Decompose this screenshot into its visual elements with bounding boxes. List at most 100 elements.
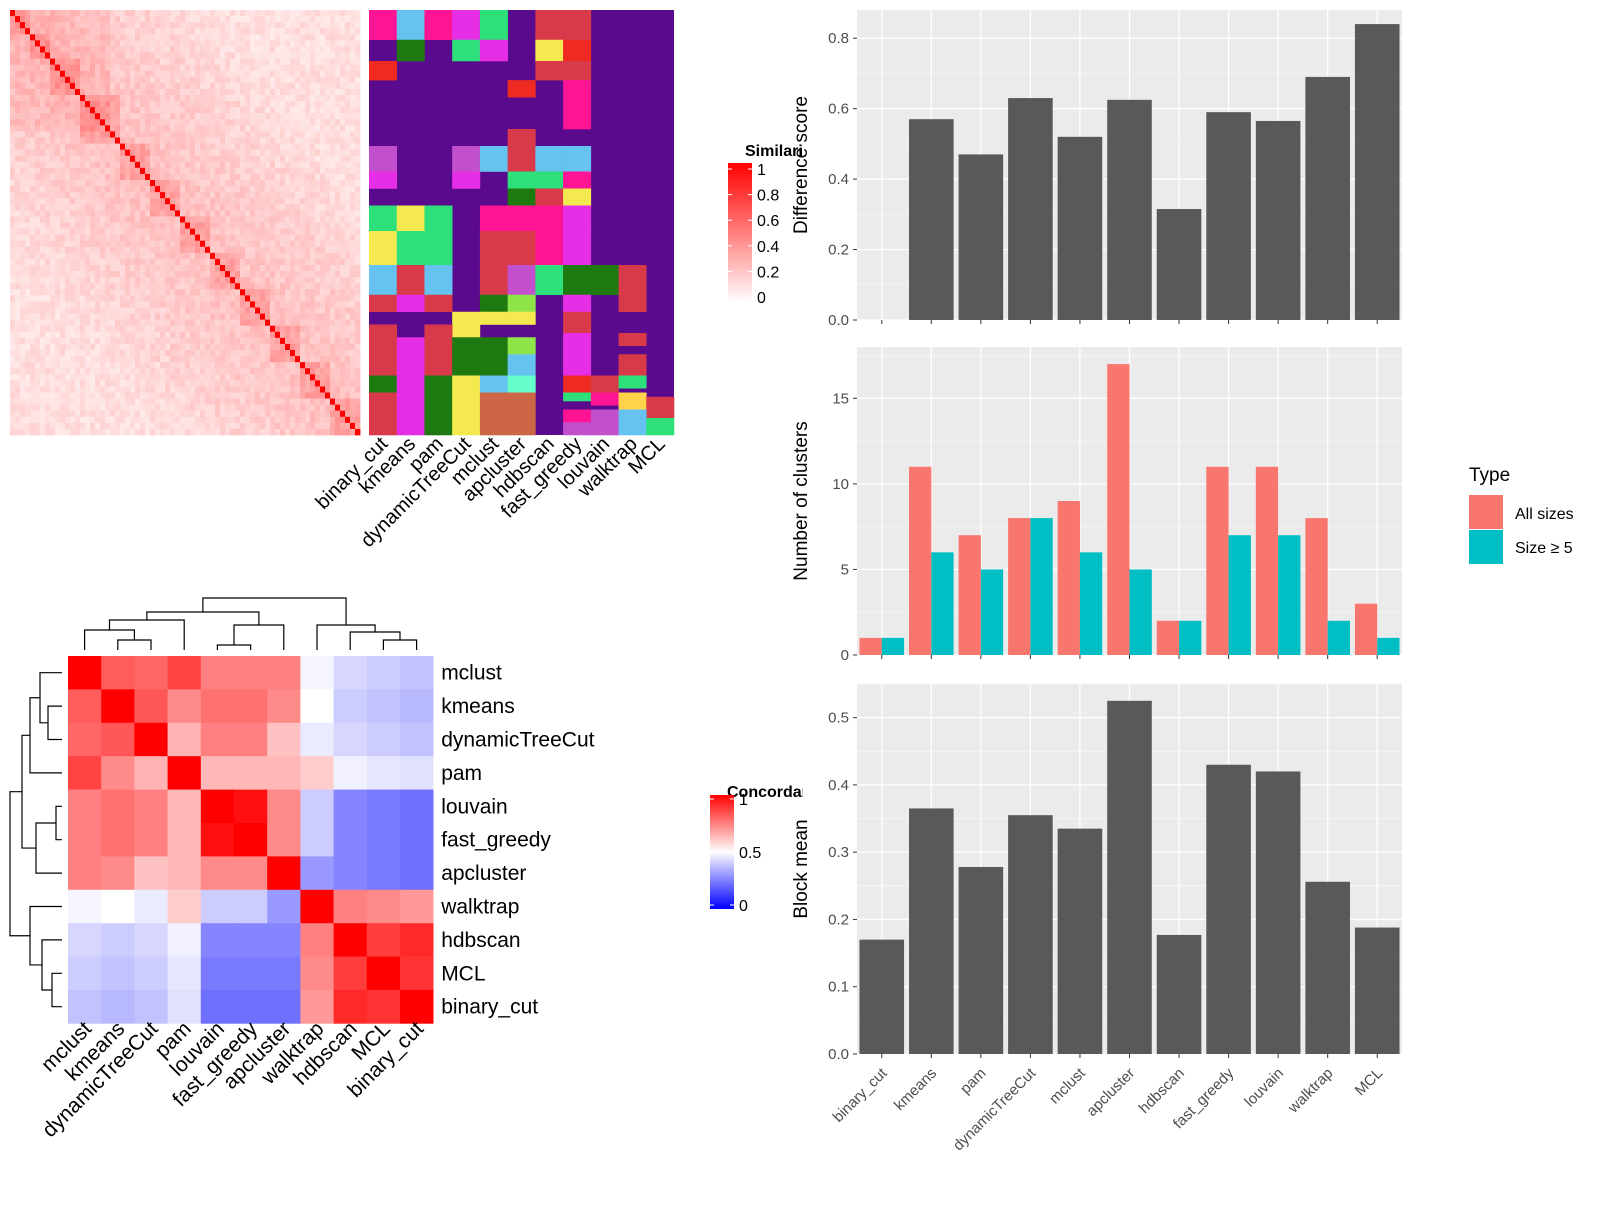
similarity-cell <box>55 410 61 418</box>
similarity-cell <box>35 252 41 260</box>
similarity-cell <box>190 240 196 248</box>
similarity-cell <box>175 10 181 17</box>
similarity-cell <box>260 289 266 296</box>
similarity-cell <box>220 331 226 339</box>
similarity-cell <box>295 52 301 59</box>
similarity-cell <box>350 52 356 59</box>
similarity-cell <box>75 173 81 181</box>
similarity-cell <box>325 313 331 321</box>
similarity-cell <box>110 88 116 96</box>
similarity-cell <box>20 246 26 254</box>
similarity-cell <box>235 155 241 163</box>
similarity-cell <box>30 265 36 272</box>
similarity-cell <box>160 240 166 248</box>
similarity-cell <box>75 137 81 144</box>
similarity-cell <box>100 265 106 272</box>
similarity-cell <box>35 131 41 138</box>
similarity-cell <box>125 265 131 272</box>
similarity-cell <box>250 283 256 290</box>
similarity-cell <box>350 228 356 236</box>
similarity-cell <box>80 319 86 327</box>
similarity-cell <box>275 16 281 23</box>
similarity-cell <box>335 107 341 114</box>
similarity-cell <box>195 155 201 163</box>
similarity-cell <box>215 34 221 41</box>
similarity-cell <box>115 34 121 41</box>
similarity-cell <box>190 428 196 436</box>
similarity-cell <box>35 137 41 144</box>
similarity-cell <box>65 22 71 29</box>
similarity-cell <box>300 143 306 151</box>
similarity-cell <box>240 58 246 66</box>
similarity-cell <box>355 52 361 59</box>
similarity-cell <box>155 398 161 406</box>
similarity-cell <box>145 58 151 66</box>
similarity-cell <box>280 386 286 393</box>
similarity-cell <box>50 46 56 53</box>
similarity-cell <box>320 350 326 357</box>
similarity-cell <box>225 356 231 363</box>
similarity-cell <box>185 283 191 290</box>
similarity-cell <box>345 88 351 96</box>
similarity-cell <box>80 404 86 412</box>
cluster-block <box>535 265 564 296</box>
similarity-cell <box>200 271 206 278</box>
similarity-cell <box>30 210 36 217</box>
similarity-cell <box>60 186 66 193</box>
similarity-cell <box>60 240 66 248</box>
similarity-cell <box>145 34 151 41</box>
similarity-cell <box>125 277 131 284</box>
similarity-cell <box>240 22 246 29</box>
similarity-cell <box>255 46 261 53</box>
similarity-cell <box>310 301 316 308</box>
similarity-cell <box>100 392 106 399</box>
similarity-cell <box>70 10 76 17</box>
similarity-cell <box>305 64 311 72</box>
similarity-cell <box>320 374 326 381</box>
similarity-cell <box>245 380 251 387</box>
similarity-cell <box>75 252 81 260</box>
similarity-cell <box>165 271 171 278</box>
similarity-cell <box>110 192 116 199</box>
similarity-cell <box>80 10 86 17</box>
similarity-cell <box>260 368 266 375</box>
similarity-cell <box>140 404 146 412</box>
similarity-cell <box>255 64 261 72</box>
similarity-cell <box>220 161 226 169</box>
similarity-cell <box>40 88 46 96</box>
similarity-cell <box>70 386 76 393</box>
similarity-cell <box>120 113 126 120</box>
similarity-cell <box>120 16 126 23</box>
similarity-cell <box>150 386 156 393</box>
similarity-cell <box>320 155 326 163</box>
similarity-cell <box>65 228 71 236</box>
similarity-cell <box>290 392 296 399</box>
similarity-cell <box>315 161 321 169</box>
similarity-cell <box>125 368 131 375</box>
similarity-cell <box>110 240 116 248</box>
similarity-cell <box>155 22 161 29</box>
similarity-cell <box>220 88 226 96</box>
similarity-cell <box>345 192 351 199</box>
similarity-cell <box>50 95 56 102</box>
similarity-cell <box>195 246 201 254</box>
similarity-cell <box>70 119 76 126</box>
similarity-cell <box>145 143 151 151</box>
similarity-cell <box>100 113 106 120</box>
similarity-cell <box>210 88 216 96</box>
similarity-cell <box>355 295 361 302</box>
similarity-cell <box>110 343 116 351</box>
similarity-cell <box>230 52 236 59</box>
similarity-cell <box>350 28 356 35</box>
similarity-cell <box>255 107 261 114</box>
similarity-cell <box>280 374 286 381</box>
similarity-cell <box>100 88 106 96</box>
similarity-cell <box>145 319 151 327</box>
similarity-cell <box>350 343 356 351</box>
similarity-cell <box>320 88 326 96</box>
similarity-cell <box>85 34 91 41</box>
similarity-cell <box>70 277 76 284</box>
similarity-cell <box>150 331 156 339</box>
similarity-cell <box>15 58 21 66</box>
similarity-cell <box>55 216 61 223</box>
